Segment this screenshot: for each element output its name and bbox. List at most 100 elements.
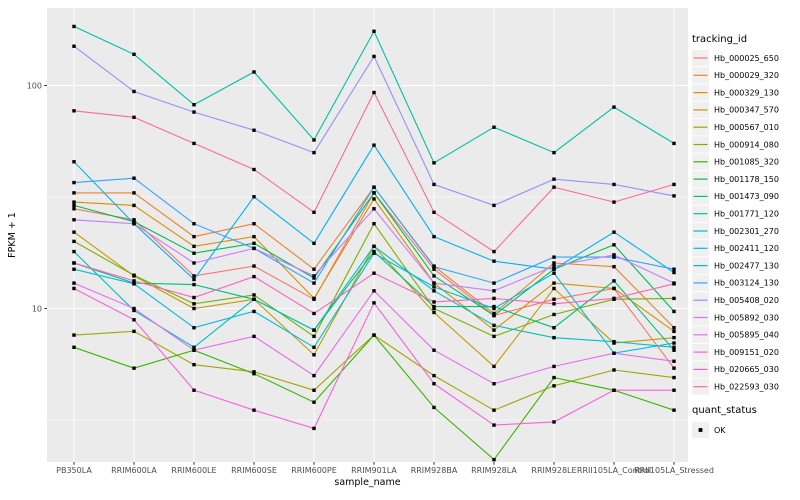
data-point — [612, 279, 616, 283]
legend-item: Hb_009151_020 — [692, 343, 779, 361]
legend-item-label: Hb_002301_270 — [714, 227, 779, 236]
data-point — [672, 141, 676, 146]
data-point — [252, 370, 256, 374]
data-point — [672, 309, 676, 314]
data-point — [552, 185, 556, 189]
data-point — [612, 368, 616, 372]
black-square-icon — [698, 428, 703, 432]
data-point — [372, 244, 376, 249]
data-point — [252, 241, 256, 246]
data-point — [612, 182, 616, 187]
data-point — [252, 274, 256, 279]
data-point — [672, 329, 676, 334]
data-point — [72, 160, 76, 164]
data-point — [492, 311, 496, 316]
data-point — [372, 29, 376, 34]
legend-item-quant: OK — [692, 421, 726, 439]
data-point — [132, 89, 136, 94]
data-point — [492, 382, 496, 386]
legend-item-label: Hb_022593_030 — [714, 383, 779, 392]
data-point — [552, 364, 556, 369]
data-point — [432, 304, 436, 309]
data-point — [492, 296, 496, 301]
data-point — [72, 200, 76, 204]
data-point — [432, 382, 436, 386]
legend-item-label: Hb_003124_130 — [714, 279, 779, 288]
data-point — [192, 388, 196, 392]
data-point — [132, 366, 136, 370]
data-point — [552, 312, 556, 317]
data-point — [432, 348, 436, 352]
legend-item-label: Hb_000914_080 — [714, 140, 779, 149]
legend-item: Hb_000347_570 — [692, 101, 779, 119]
data-point — [312, 311, 316, 316]
data-point — [672, 359, 676, 363]
data-point — [312, 373, 316, 378]
data-point — [72, 203, 76, 208]
data-point — [552, 281, 556, 285]
legend-item: Hb_000329_130 — [692, 84, 779, 101]
data-point — [132, 308, 136, 313]
x-tick-label: RRIM928LA — [471, 466, 517, 475]
data-point — [312, 274, 316, 278]
data-point — [132, 279, 136, 283]
data-point — [252, 222, 256, 226]
data-point — [72, 230, 76, 234]
data-point — [492, 281, 496, 285]
data-point — [132, 218, 136, 222]
data-point — [192, 244, 196, 249]
data-point — [312, 400, 316, 404]
data-point — [672, 326, 676, 330]
data-point — [312, 353, 316, 357]
data-point — [432, 161, 436, 165]
y-axis-title: FPKM + 1 — [7, 212, 18, 258]
data-point — [72, 249, 76, 254]
data-point — [372, 143, 376, 147]
data-point — [552, 420, 556, 424]
data-point — [432, 182, 436, 187]
data-point — [552, 264, 556, 268]
data-point — [132, 282, 136, 286]
legend-item: Hb_020665_030 — [692, 361, 779, 378]
data-point — [72, 109, 76, 113]
legend-item: Hb_002301_270 — [692, 222, 779, 240]
data-point — [432, 373, 436, 378]
data-point — [252, 167, 256, 172]
legend-item-label: Hb_001178_150 — [714, 175, 779, 184]
data-point — [372, 222, 376, 226]
data-point — [192, 362, 196, 367]
data-point — [312, 210, 316, 215]
data-point — [192, 110, 196, 114]
data-point — [372, 333, 376, 337]
data-point — [672, 335, 676, 340]
data-point — [612, 286, 616, 291]
legend-item-label: Hb_005892_030 — [714, 313, 779, 322]
x-tick-label: RRIM600LE — [171, 466, 216, 475]
data-point — [72, 261, 76, 265]
data-point — [552, 150, 556, 155]
x-tick-label: PB350LA — [56, 466, 92, 475]
data-point — [372, 90, 376, 95]
data-point — [672, 348, 676, 352]
data-point — [672, 270, 676, 275]
data-point — [612, 105, 616, 109]
y-tick-label: 100 — [27, 81, 42, 90]
legend-item: Hb_022593_030 — [692, 378, 779, 395]
legend-item-label: Hb_001473_090 — [714, 192, 779, 201]
legend-title-quant-status: quant_status — [692, 405, 757, 416]
data-point — [672, 345, 676, 349]
x-tick-label: RRIM600LA — [111, 466, 157, 475]
data-point — [132, 203, 136, 208]
legend-item-label: Hb_000329_130 — [714, 88, 779, 97]
data-point — [492, 457, 496, 462]
data-point — [612, 339, 616, 344]
legend-item: Hb_005892_030 — [692, 309, 779, 326]
x-tick-label: RRII105LA_Control — [577, 466, 651, 475]
legend-item-label: Hb_001085_320 — [714, 158, 779, 167]
data-point — [672, 366, 676, 370]
legend-item: Hb_005895_040 — [692, 326, 779, 343]
data-point — [132, 115, 136, 120]
data-point — [432, 310, 436, 315]
data-point — [192, 261, 196, 265]
data-point — [252, 246, 256, 251]
